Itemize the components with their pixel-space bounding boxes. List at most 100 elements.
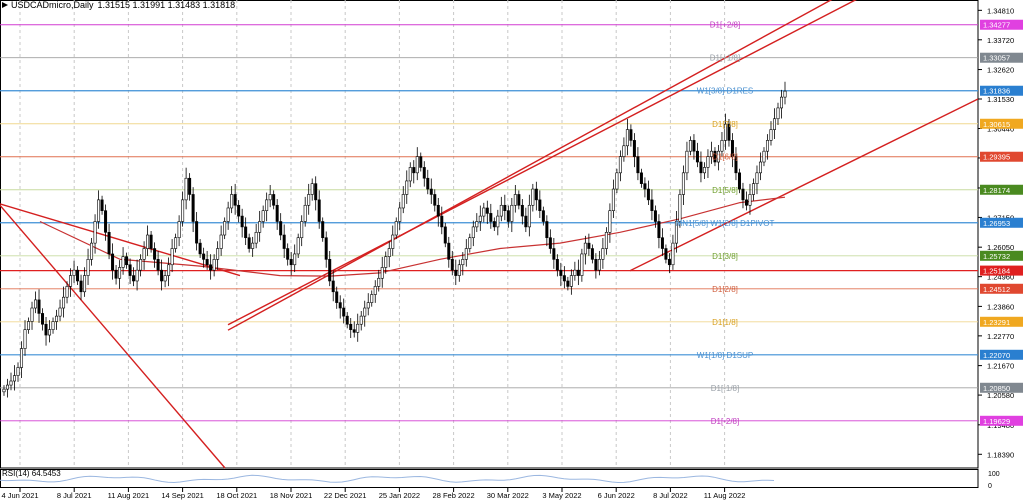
candle-body [597,259,601,271]
candle-body [632,140,636,157]
candle-body [219,234,223,249]
candle-body [695,150,699,163]
candle-body [405,180,409,195]
candle-body [450,259,454,271]
candle-body [625,129,629,147]
candle-body [415,156,419,174]
candle-body [135,269,139,282]
candle-body [321,221,325,239]
time-axis[interactable]: 4 Jun 2021 8 Jul 2021 11 Aug 2021 14 Sep 20… [1,488,745,500]
candle-body [233,194,237,206]
level-label: D1[3/8] [712,252,738,261]
candle-body [30,307,34,322]
candle-body [457,264,461,276]
price-tag-label: 1.34277 [983,21,1010,30]
candle-body [237,204,241,217]
candle-body [62,296,66,309]
x-tick-label: 18 Nov 2021 [270,491,313,500]
candle-body [517,194,521,206]
candle-body [566,280,570,287]
candle-body [296,237,300,255]
candle-body [282,234,286,249]
candle-body [230,194,234,209]
candle-body [492,221,496,228]
level-label: W1[1/8] D1SUP [697,351,753,360]
candle-body [51,321,55,330]
candle-body [657,221,661,239]
candle-body [401,194,405,209]
candle-body [573,269,577,276]
candle-body [226,207,230,222]
candle-body [678,194,682,222]
price-tag [980,349,1023,360]
candle-body [268,194,272,201]
level-label: W1[3/8] D1RES [697,87,753,96]
candle-body [328,259,332,282]
candle-body [289,259,293,266]
candle-body [272,194,276,206]
candle-body [188,177,192,195]
candle-body [317,199,321,222]
level-label: D1[-1/8] [711,384,739,393]
trend-line [227,0,857,326]
price-axis[interactable]: 1.34810 1.33720 1.32620 1.31530 1.30440 1.293… [978,6,1023,459]
candle-body [184,177,188,201]
candle-body [58,307,62,317]
candle-body [335,291,339,303]
y-tick-label: 1.23860 [987,302,1014,311]
candle-body [90,242,94,260]
candle-body [475,221,479,228]
candle-body [496,215,500,228]
candle-body [489,213,493,222]
candle-body [156,259,160,271]
price-tag-label: 1.25732 [983,252,1010,261]
y-tick-label: 1.20580 [987,391,1014,400]
chart-header: USDCADmicro,Daily 1.31515 1.31991 1.31483… [2,0,235,10]
price-tag-label: 1.23291 [983,318,1010,327]
candle-body [748,194,752,206]
candle-body [174,237,178,249]
candle-body [562,275,566,282]
price-tag-label: 1.20850 [983,384,1010,393]
candle-body [132,275,136,282]
candle-body [688,140,692,152]
candle-body [762,150,766,163]
candle-body [153,248,157,260]
candle-body [72,269,76,276]
candle-body [86,259,90,276]
candle-body [548,237,552,249]
candle-body [93,221,97,244]
candle-body [324,237,328,260]
price-tag [980,184,1023,195]
candle-body [576,269,580,276]
candle-body [436,204,440,217]
candle-body [639,172,643,184]
candle-body [664,248,668,260]
rsi-panel[interactable]: 100 0 [0,469,1000,491]
candle-body [83,275,87,293]
candle-body [160,269,164,282]
candle-body [594,259,598,271]
candle-body [702,167,706,174]
price-tag [980,382,1023,393]
candle-body [198,242,202,255]
candle-body [580,253,584,276]
candle-body [674,221,678,244]
candle-body [730,140,734,157]
candle-body [765,140,769,152]
candle-body [251,242,255,249]
level-label: D1[+1/8] [710,54,740,63]
level-label: D1[5/8] [712,186,738,195]
candle-body [97,199,101,222]
candle-body [636,156,640,174]
candle-body [338,302,342,309]
candle-body [545,221,549,239]
symbol-name: USDCADmicro,Daily [11,0,94,10]
candle-body [380,267,384,279]
candle-body [629,129,633,141]
candle-body [660,237,664,249]
candle-body [478,215,482,222]
rsi-axis-label: 100 [988,471,1000,478]
candle-body [751,183,755,195]
